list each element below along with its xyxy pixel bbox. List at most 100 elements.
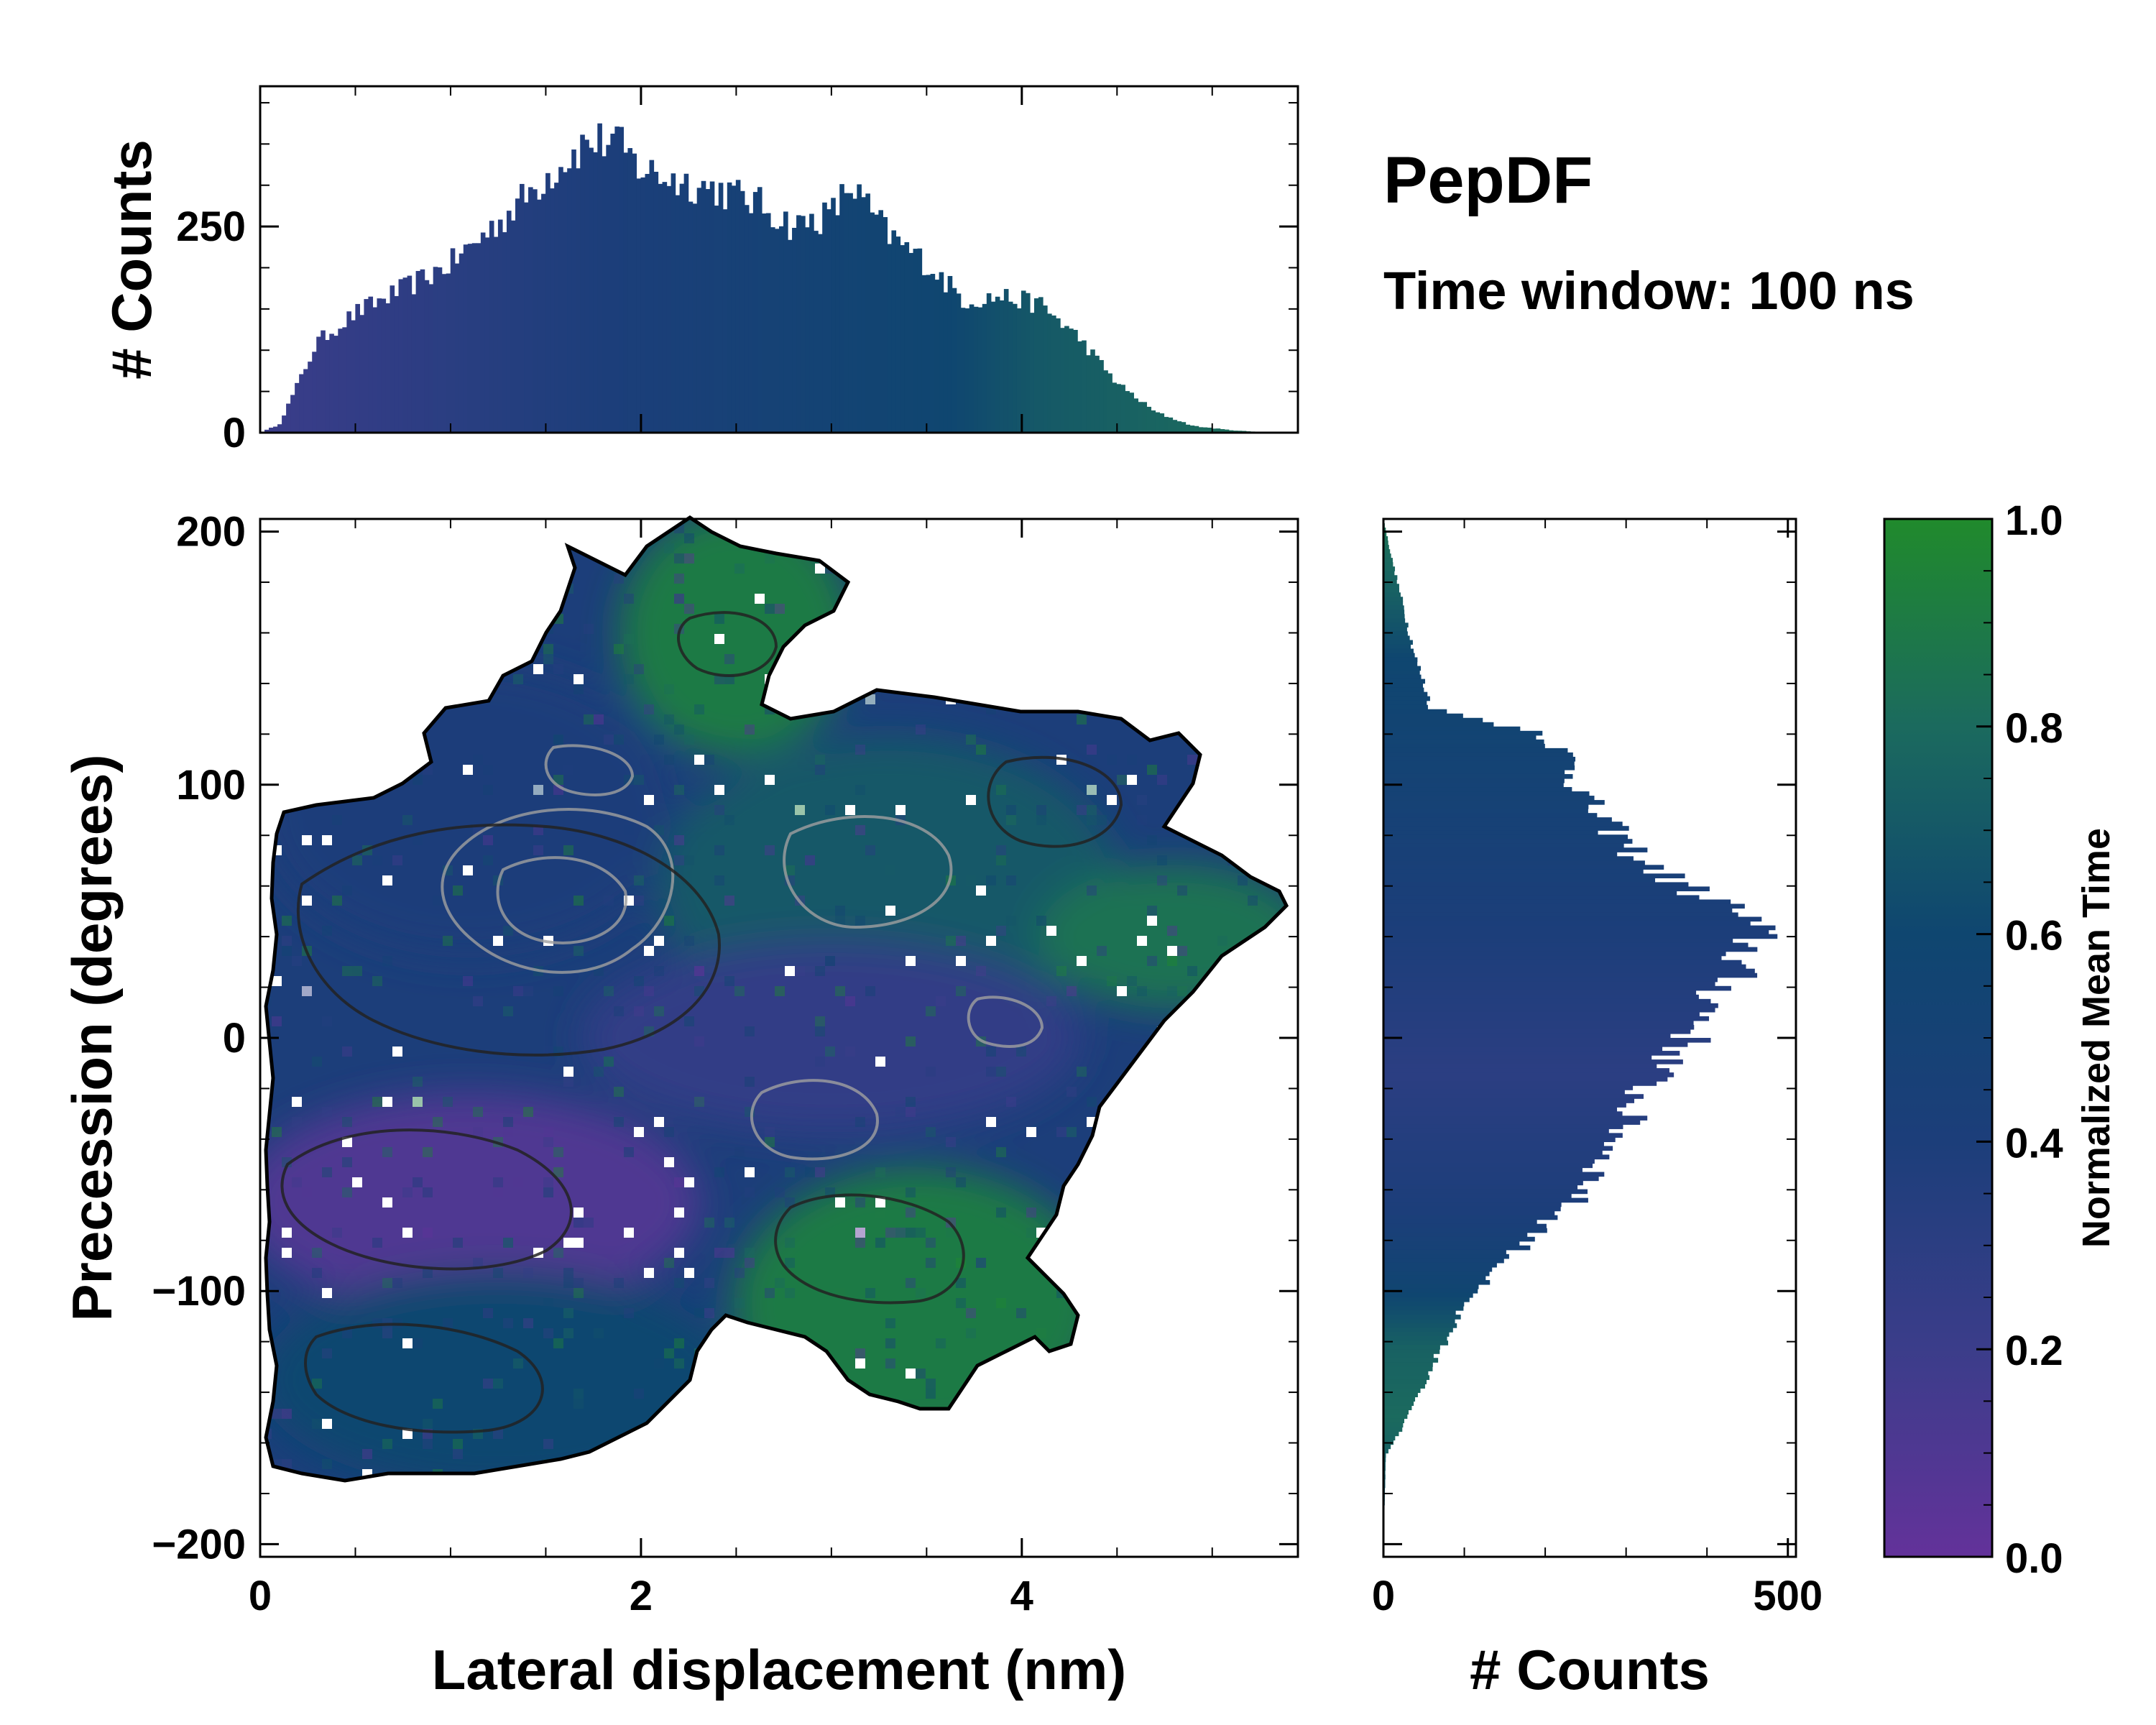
top-histogram-bar — [1138, 402, 1143, 433]
right-histogram-bar — [1383, 1254, 1509, 1259]
top-histogram-bar — [1056, 318, 1061, 433]
heatmap-cell — [402, 815, 413, 825]
top-histogram-bar — [480, 232, 486, 433]
heatmap-cell — [674, 594, 684, 604]
heatmap-cell — [805, 855, 815, 865]
heatmap-cell — [332, 815, 342, 825]
right-histogram-bar — [1383, 856, 1634, 861]
heatmap-cell — [996, 855, 1006, 865]
right-x-tick-label: 500 — [1753, 1573, 1823, 1619]
top-histogram-bar — [714, 206, 719, 433]
right-histogram-bar — [1383, 826, 1629, 831]
heatmap-cell — [986, 1067, 996, 1077]
heatmap-cell — [1006, 916, 1016, 926]
heatmap-cell — [423, 1187, 433, 1197]
heatmap-cell — [573, 1399, 584, 1409]
heatmap-cell — [906, 1278, 916, 1288]
right-histogram-bar — [1383, 713, 1463, 719]
right-histogram-bar — [1383, 942, 1749, 948]
top-histogram-bar — [550, 188, 555, 433]
heatmap-cell — [644, 986, 654, 996]
top-histogram-bar — [973, 306, 979, 433]
right-histogram-bar — [1383, 678, 1426, 684]
right-histogram-bar — [1383, 1310, 1456, 1315]
heatmap-cell — [573, 1288, 584, 1298]
right-histogram-bar — [1383, 687, 1424, 693]
heatmap-cell — [855, 825, 865, 835]
heatmap-cell — [765, 845, 775, 855]
heatmap-cell — [785, 1288, 795, 1298]
heatmap-cell — [1147, 956, 1157, 966]
heatmap-cell — [996, 1298, 1006, 1308]
right-histogram-bar — [1383, 558, 1393, 563]
heatmap-cell — [704, 1278, 714, 1288]
right-histogram-bar — [1383, 1029, 1691, 1034]
heatmap-cell — [402, 1429, 413, 1439]
top-histogram-bar — [718, 183, 724, 433]
heatmap-cell — [714, 845, 724, 855]
heatmap-cell — [745, 1258, 755, 1268]
right-histogram-bar — [1383, 1197, 1588, 1203]
top-histogram-bar — [1159, 413, 1165, 433]
right-histogram-bar — [1383, 726, 1521, 732]
right-histogram-bar — [1383, 938, 1733, 944]
top-histogram-bar — [537, 199, 542, 433]
right-histogram-bar — [1383, 1172, 1605, 1177]
right-histogram-bar — [1383, 631, 1408, 637]
heatmap-cell — [1137, 936, 1147, 946]
top-histogram-bar — [390, 285, 395, 433]
heatmap-cell — [543, 654, 553, 664]
heatmap-cell — [815, 564, 825, 574]
top-histogram-bar — [822, 202, 827, 433]
heatmap-cell — [573, 1218, 584, 1228]
top-histogram-bar — [1003, 289, 1009, 433]
top-histogram-bar — [796, 215, 801, 433]
heatmap-cell — [845, 805, 855, 815]
colorbar-label: Normalized Mean Time — [2075, 828, 2118, 1248]
heatmap-cell — [765, 604, 775, 614]
heatmap-cell — [614, 574, 624, 584]
heatmap-cell — [694, 1097, 704, 1107]
heatmap-cell — [664, 714, 674, 724]
top-histogram-bar — [1211, 428, 1217, 433]
top-histogram-bar — [619, 126, 624, 433]
heatmap-cell — [926, 1127, 936, 1137]
right-histogram-bar — [1383, 1059, 1683, 1064]
heatmap-cell — [543, 1298, 553, 1308]
top-histogram-bar — [731, 185, 737, 433]
top-histogram-bar — [437, 267, 443, 433]
heatmap-cell — [1036, 1560, 1046, 1570]
heatmap-cell — [745, 1248, 755, 1258]
top-histogram-bar — [1012, 303, 1018, 433]
heatmap-cell — [996, 1067, 1006, 1077]
heatmap-cell — [926, 1258, 936, 1268]
heatmap-cell — [704, 755, 714, 765]
main-plot-ticks: 0 2 4 −200 −100 0 100 200 — [152, 509, 1298, 1619]
heatmap-cell — [533, 785, 543, 795]
heatmap-cell — [634, 1006, 644, 1016]
heatmap-cell — [493, 1187, 503, 1197]
right-histogram-bar — [1383, 605, 1404, 610]
top-histogram-bar — [610, 133, 615, 433]
right-histogram-bar — [1383, 674, 1422, 680]
main-x-tick-label: 2 — [630, 1573, 653, 1619]
heatmap-cell — [674, 553, 684, 564]
heatmap-cell — [745, 1026, 755, 1036]
heatmap-cell — [473, 1258, 483, 1268]
heatmap-cell — [322, 926, 332, 936]
heatmap-cell — [855, 1238, 865, 1248]
heatmap-cell — [352, 1177, 362, 1187]
heatmap-cell — [553, 1338, 563, 1348]
right-histogram-bar — [1383, 627, 1407, 632]
heatmap-cell — [563, 1067, 573, 1077]
heatmap-cell — [322, 1107, 332, 1117]
heatmap-cell — [906, 1187, 916, 1197]
right-histogram-bar — [1383, 1116, 1648, 1121]
heatmap-cell — [855, 785, 865, 795]
heatmap-cell — [986, 1117, 996, 1127]
top-histogram-bar — [1125, 391, 1130, 433]
heatmap-cell — [483, 1308, 493, 1318]
heatmap-cell — [614, 1278, 624, 1288]
heatmap-cell — [292, 956, 302, 966]
heatmap-cell — [342, 1117, 352, 1127]
